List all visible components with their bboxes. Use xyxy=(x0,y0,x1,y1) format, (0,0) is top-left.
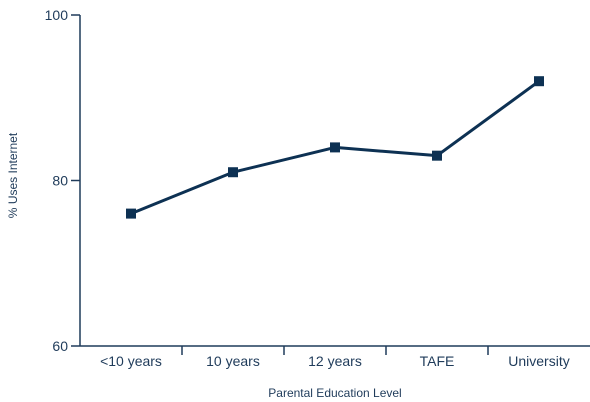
series-group xyxy=(126,76,544,219)
x-axis-title: Parental Education Level xyxy=(268,386,401,400)
data-point-4 xyxy=(534,76,544,87)
x-tick-label-0: <10 years xyxy=(100,353,162,369)
x-tick-label-3: TAFE xyxy=(420,353,455,369)
y-tick-label-60: 60 xyxy=(52,338,68,354)
x-ticks: <10 years 10 years 12 years TAFE University xyxy=(100,346,570,369)
data-point-1 xyxy=(228,167,238,178)
y-tick-label-100: 100 xyxy=(45,7,69,23)
x-tick-label-1: 10 years xyxy=(206,353,260,369)
data-point-2 xyxy=(330,142,340,153)
y-tick-label-80: 80 xyxy=(52,173,68,189)
axes: 60 80 100 <10 years 10 years 12 years TAFE Uni… xyxy=(45,7,590,369)
data-point-3 xyxy=(432,150,442,161)
data-point-0 xyxy=(126,208,136,219)
y-axis-title: % Uses Internet xyxy=(6,132,20,218)
x-tick-label-2: 12 years xyxy=(308,353,362,369)
y-ticks: 60 80 100 xyxy=(45,7,80,354)
x-tick-label-4: University xyxy=(508,353,569,369)
